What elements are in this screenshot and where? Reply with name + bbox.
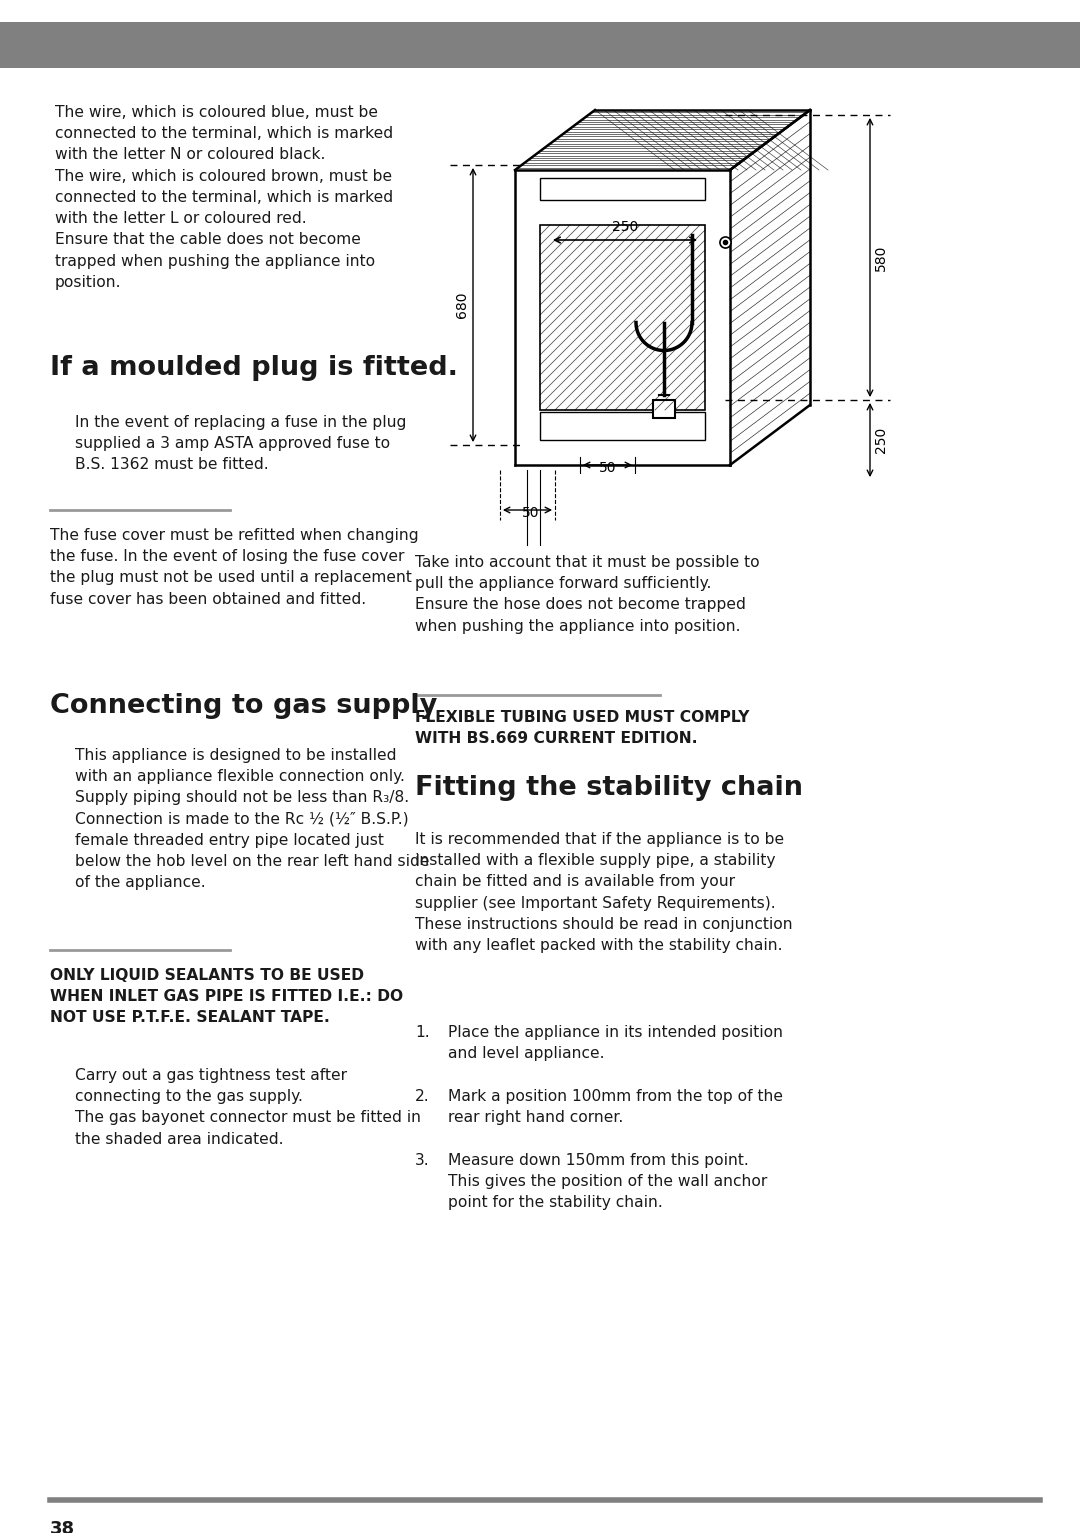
Text: 50: 50 [522,506,539,520]
Text: 580: 580 [874,244,888,271]
Text: The fuse cover must be refitted when changing
the fuse. In the event of losing t: The fuse cover must be refitted when cha… [50,527,419,607]
Text: Measure down 150mm from this point.
This gives the position of the wall anchor
p: Measure down 150mm from this point. This… [448,1153,767,1211]
Bar [540,178,705,199]
Text: 50: 50 [598,461,617,475]
Text: 250: 250 [874,426,888,454]
Bar [540,225,705,409]
Text: 3.: 3. [415,1153,430,1168]
Text: It is recommended that if the appliance is to be
installed with a flexible suppl: It is recommended that if the appliance … [415,832,793,954]
Text: FLEXIBLE TUBING USED MUST COMPLY
WITH BS.669 CURRENT EDITION.: FLEXIBLE TUBING USED MUST COMPLY WITH BS… [415,710,750,747]
Text: Connecting to gas supply: Connecting to gas supply [50,693,437,719]
Text: 680: 680 [455,291,469,319]
Text: Place the appliance in its intended position
and level appliance.: Place the appliance in its intended posi… [448,1026,783,1061]
Text: Mark a position 100mm from the top of the
rear right hand corner.: Mark a position 100mm from the top of th… [448,1088,783,1125]
Text: 250: 250 [612,221,638,235]
Text: Take into account that it must be possible to
pull the appliance forward suffici: Take into account that it must be possib… [415,555,759,633]
Text: If a moulded plug is fitted.: If a moulded plug is fitted. [50,356,458,382]
Bar [540,412,705,440]
Bar [0,21,1080,67]
Text: This appliance is designed to be installed
with an appliance flexible connection: This appliance is designed to be install… [75,748,430,891]
Text: 38: 38 [50,1521,76,1533]
Text: In the event of replacing a fuse in the plug
supplied a 3 amp ASTA approved fuse: In the event of replacing a fuse in the … [75,415,406,472]
Text: Carry out a gas tightness test after
connecting to the gas supply.
The gas bayon: Carry out a gas tightness test after con… [75,1069,421,1147]
Text: 1.: 1. [415,1026,430,1039]
Bar [653,400,675,419]
Text: ONLY LIQUID SEALANTS TO BE USED
WHEN INLET GAS PIPE IS FITTED I.E.: DO
NOT USE P: ONLY LIQUID SEALANTS TO BE USED WHEN INL… [50,967,403,1026]
Text: The wire, which is coloured blue, must be
connected to the terminal, which is ma: The wire, which is coloured blue, must b… [55,104,393,290]
Text: Fitting the stability chain: Fitting the stability chain [415,776,804,802]
Text: 2.: 2. [415,1088,430,1104]
